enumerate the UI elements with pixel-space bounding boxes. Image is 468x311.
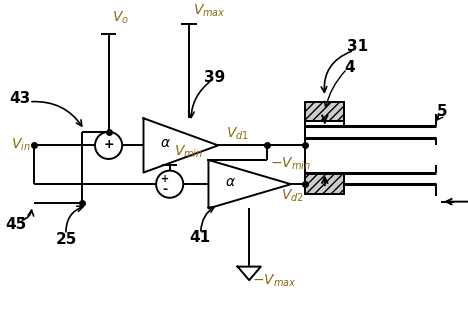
Polygon shape — [238, 267, 261, 280]
Text: $V_{d2}$: $V_{d2}$ — [281, 188, 303, 204]
Text: +: + — [161, 174, 169, 184]
Polygon shape — [144, 118, 218, 173]
Text: 25: 25 — [56, 232, 78, 247]
Text: -: - — [162, 183, 168, 196]
Text: $V_{d1}$: $V_{d1}$ — [226, 125, 249, 142]
Text: α: α — [160, 137, 169, 151]
Text: 43: 43 — [10, 91, 31, 106]
Text: 45: 45 — [5, 217, 26, 232]
Bar — [306, 102, 344, 121]
Polygon shape — [208, 160, 291, 208]
Text: $V_o$: $V_o$ — [112, 10, 130, 26]
Text: $-V_{max}$: $-V_{max}$ — [252, 272, 297, 289]
Bar — [306, 174, 344, 194]
Text: 5: 5 — [436, 104, 447, 119]
Text: $V_{max}$: $V_{max}$ — [193, 3, 226, 19]
Text: $V_{min}$: $V_{min}$ — [174, 144, 203, 160]
Text: 31: 31 — [347, 39, 368, 54]
Text: α: α — [225, 175, 234, 189]
Text: +: + — [103, 138, 114, 151]
Text: $-V_{min}$: $-V_{min}$ — [270, 155, 310, 171]
Text: 39: 39 — [204, 70, 225, 85]
Text: 4: 4 — [344, 60, 355, 75]
Text: $V_{in}$: $V_{in}$ — [11, 136, 31, 153]
Text: 41: 41 — [189, 230, 210, 245]
